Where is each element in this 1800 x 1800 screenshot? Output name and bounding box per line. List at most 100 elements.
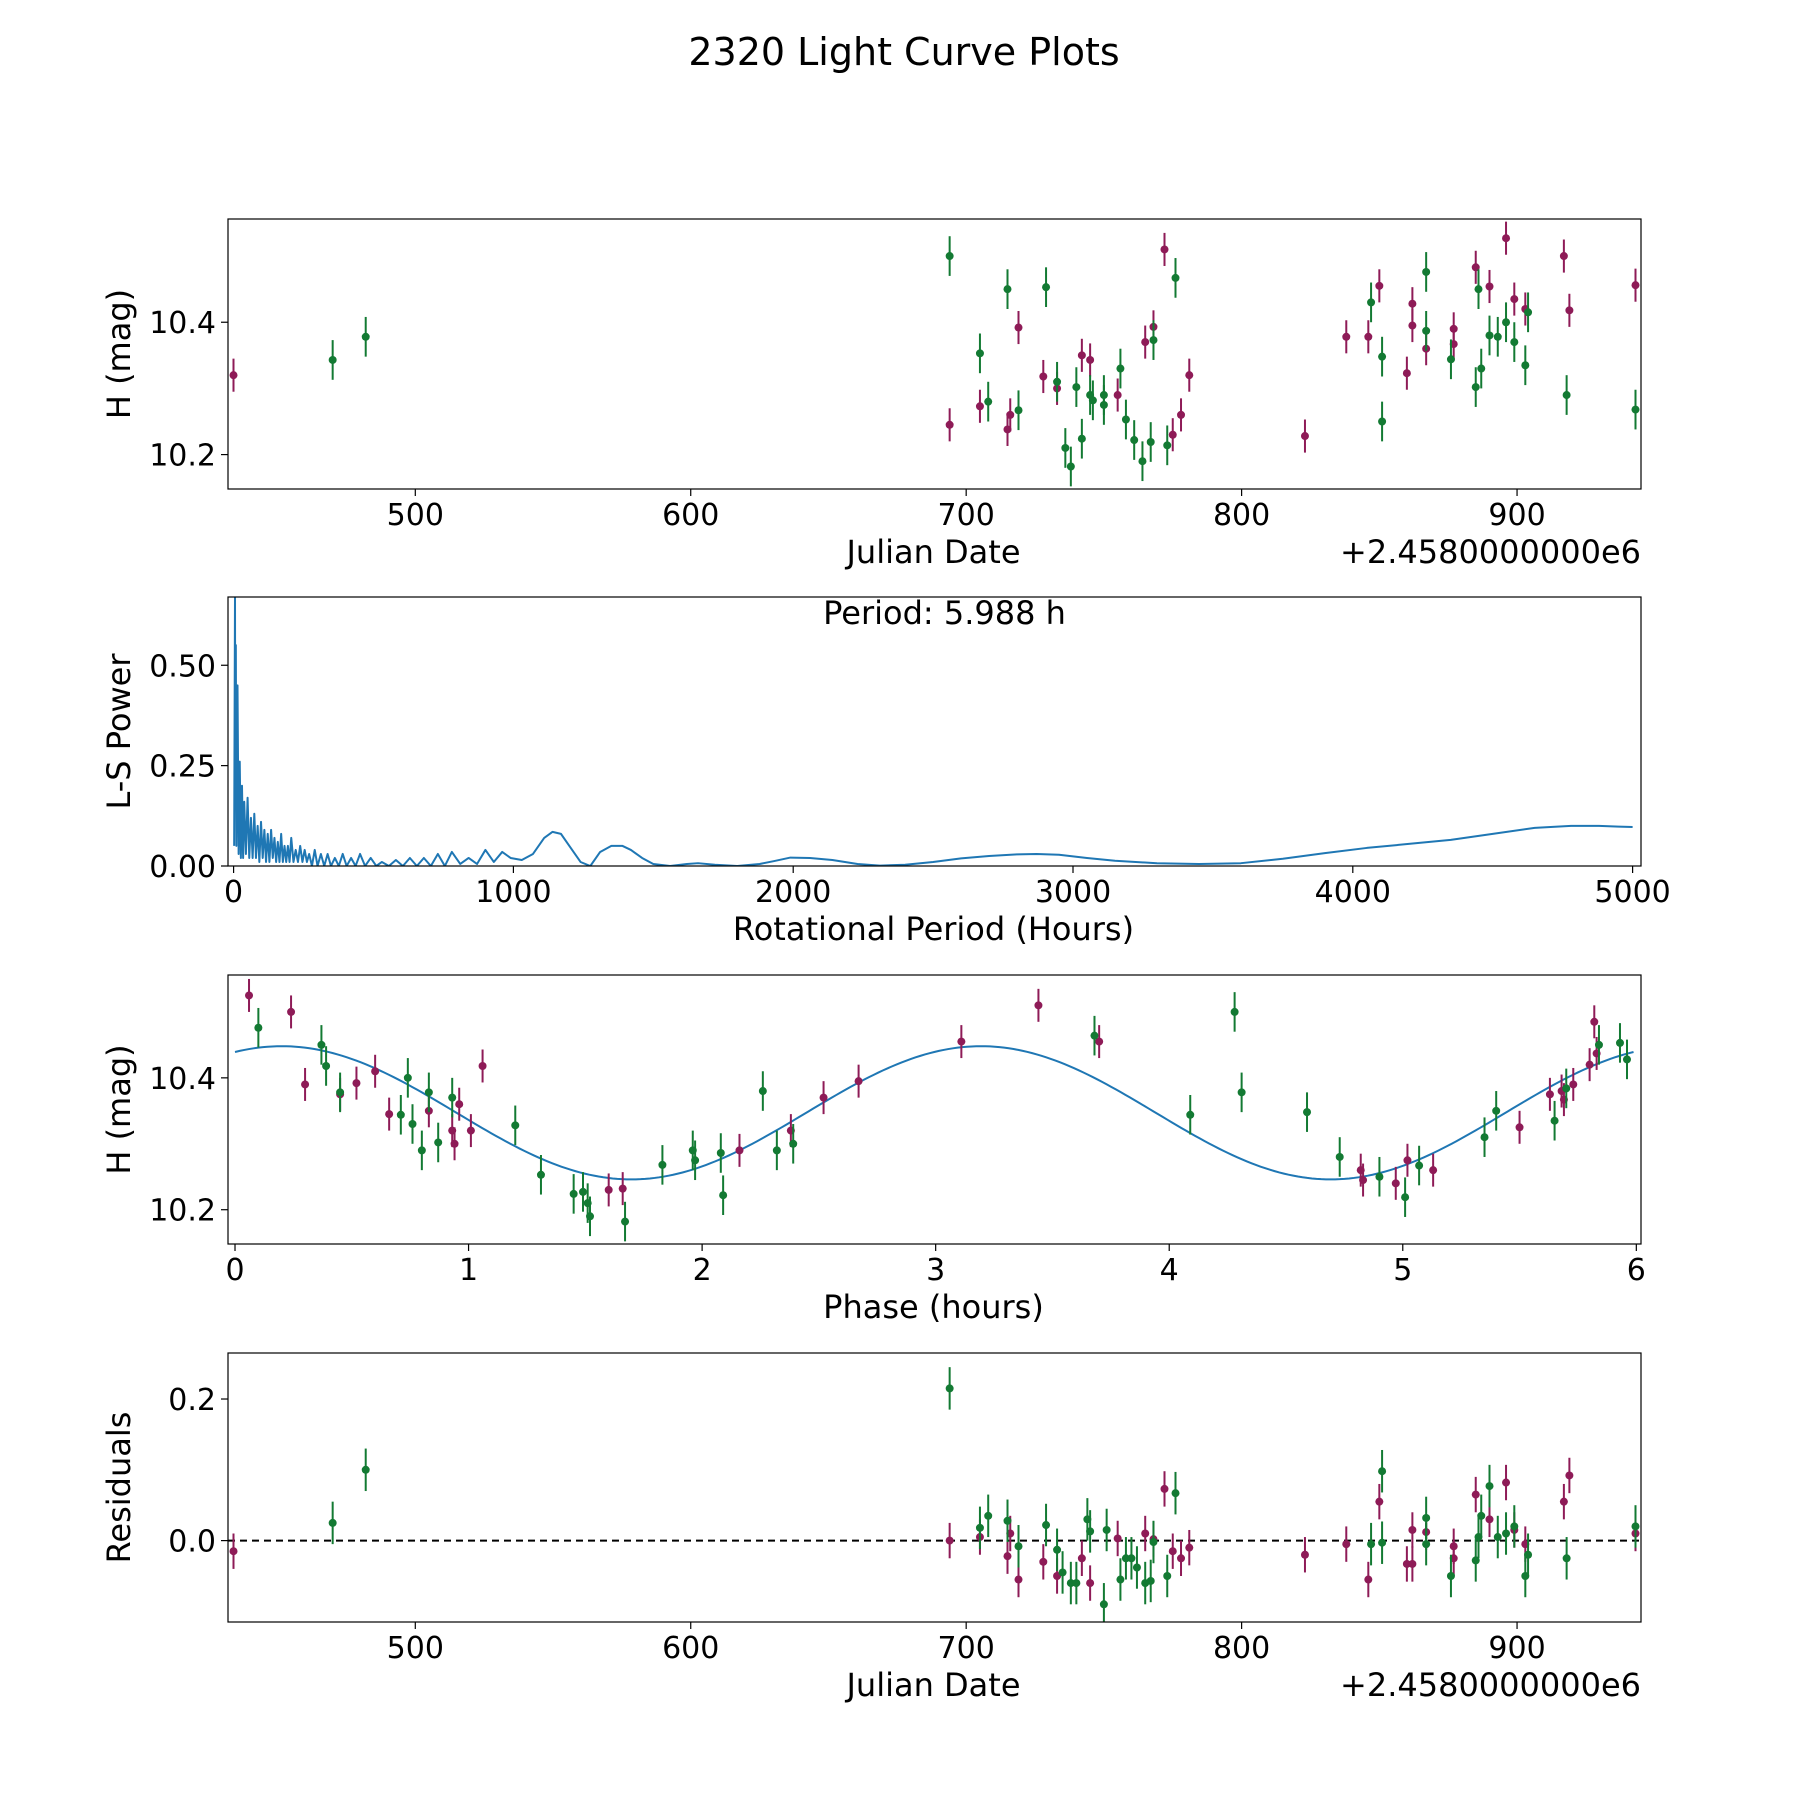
data-point-purple xyxy=(1342,1526,1351,1562)
marker xyxy=(1177,1554,1186,1563)
marker xyxy=(1077,434,1086,443)
data-point-green xyxy=(1163,425,1172,466)
data-point-green xyxy=(716,1133,725,1173)
x-tick-label: 0 xyxy=(224,875,243,910)
data-point-green xyxy=(691,1140,700,1181)
marker xyxy=(1102,1525,1111,1534)
marker xyxy=(1034,1001,1043,1010)
data-point-green xyxy=(1631,389,1640,430)
data-point-purple xyxy=(1006,398,1015,432)
marker xyxy=(1185,1543,1194,1552)
marker xyxy=(1168,430,1177,439)
data-point-purple xyxy=(1569,1067,1578,1101)
data-point-purple xyxy=(1545,1077,1554,1111)
data-point-green xyxy=(336,1072,345,1113)
marker xyxy=(1367,1540,1376,1549)
axes-phased: 0 1 2 3 4 5 6 10.2 10.4 Phase (hours) H (mag) xyxy=(100,974,1646,1326)
data-point-green xyxy=(1493,1515,1502,1559)
data-point-purple xyxy=(1408,1512,1417,1548)
marker xyxy=(1163,441,1172,450)
data-point-green xyxy=(1042,267,1051,308)
data-point-green xyxy=(1510,322,1519,362)
data-point-green xyxy=(1053,1528,1062,1572)
marker xyxy=(1099,400,1108,409)
data-point-green xyxy=(1471,367,1480,407)
marker xyxy=(1474,285,1483,294)
data-point-purple xyxy=(1565,1457,1574,1494)
marker xyxy=(1477,1511,1486,1520)
data-point-purple xyxy=(945,1522,954,1559)
data-point-green xyxy=(317,1025,326,1065)
data-point-green xyxy=(1446,1554,1455,1598)
data-point-purple xyxy=(1168,1533,1177,1569)
data-point-green xyxy=(579,1172,588,1212)
data-point-green xyxy=(1493,316,1502,357)
data-point-purple xyxy=(245,978,254,1012)
marker xyxy=(1485,331,1494,340)
marker xyxy=(1058,1568,1067,1577)
marker xyxy=(1141,1529,1150,1538)
data-point-green xyxy=(1480,1117,1489,1157)
marker xyxy=(1141,338,1150,347)
marker xyxy=(1237,1088,1246,1097)
x-offset-label: +2.4580000000e6 xyxy=(1340,1666,1641,1704)
marker xyxy=(854,1077,863,1086)
data-point-green xyxy=(1485,315,1494,356)
data-point-green xyxy=(1367,282,1376,323)
marker xyxy=(1121,415,1130,424)
data-point-green xyxy=(1149,320,1158,360)
data-point-green xyxy=(1061,428,1070,468)
marker xyxy=(621,1217,630,1226)
y-tick-label: 10.4 xyxy=(149,1062,216,1097)
y-axis-label: H (mag) xyxy=(100,1044,138,1174)
marker xyxy=(322,1061,331,1070)
marker xyxy=(1230,1007,1239,1016)
marker xyxy=(361,332,370,341)
x-axis-label: Julian Date xyxy=(844,1666,1020,1704)
data-point-purple xyxy=(1113,378,1122,412)
data-point-green xyxy=(1378,1449,1387,1493)
x-axis-label: Julian Date xyxy=(844,533,1020,571)
data-point-green xyxy=(1375,1156,1384,1197)
marker xyxy=(229,371,238,380)
data-point-green xyxy=(254,1007,263,1048)
data-point-green xyxy=(1146,422,1155,462)
marker xyxy=(1477,364,1486,373)
data-point-green xyxy=(1378,1521,1387,1564)
marker xyxy=(1116,364,1125,373)
data-point-purple xyxy=(1039,359,1048,394)
data-point-purple xyxy=(455,1087,464,1121)
data-point-green xyxy=(569,1174,578,1214)
marker xyxy=(1545,1090,1554,1099)
marker xyxy=(1342,332,1351,341)
data-point-purple xyxy=(1177,1540,1186,1576)
data-point-green xyxy=(1502,1512,1511,1555)
data-point-green xyxy=(1502,302,1511,343)
marker xyxy=(772,1146,781,1155)
marker xyxy=(1594,1040,1603,1049)
y-tick-label: 10.4 xyxy=(149,306,216,341)
data-point-green xyxy=(1066,446,1075,487)
data-point-purple xyxy=(1391,1166,1400,1200)
data-point-purple xyxy=(1408,287,1417,321)
marker xyxy=(1446,1571,1455,1580)
data-point-purple xyxy=(1364,320,1373,354)
y-tick-label: 0.0 xyxy=(168,1525,216,1560)
marker xyxy=(229,1547,238,1556)
lightcurve-data xyxy=(229,221,1640,487)
marker xyxy=(1364,332,1373,341)
marker xyxy=(1485,282,1494,291)
marker xyxy=(424,1088,433,1097)
data-point-green xyxy=(1521,345,1530,386)
marker xyxy=(317,1040,326,1049)
marker xyxy=(1099,1600,1108,1609)
data-point-purple xyxy=(371,1054,380,1088)
data-point-purple xyxy=(301,1067,310,1101)
marker xyxy=(1585,1060,1594,1069)
x-tick-label: 4000 xyxy=(1315,875,1391,910)
period-annotation: Period: 5.988 h xyxy=(823,594,1066,632)
marker xyxy=(1502,234,1511,243)
marker xyxy=(1186,1110,1195,1119)
data-point-green xyxy=(1116,1558,1125,1601)
